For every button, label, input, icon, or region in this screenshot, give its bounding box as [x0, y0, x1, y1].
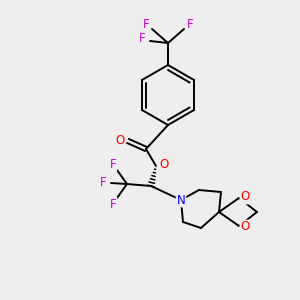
Text: F: F — [143, 19, 149, 32]
Text: O: O — [116, 134, 124, 146]
Text: O: O — [159, 158, 169, 170]
Text: O: O — [240, 220, 250, 233]
Text: F: F — [187, 19, 193, 32]
Text: F: F — [110, 158, 116, 170]
Text: F: F — [110, 197, 116, 211]
Text: N: N — [177, 194, 185, 206]
Text: F: F — [139, 32, 145, 46]
Text: F: F — [100, 176, 106, 190]
Text: O: O — [240, 190, 250, 203]
